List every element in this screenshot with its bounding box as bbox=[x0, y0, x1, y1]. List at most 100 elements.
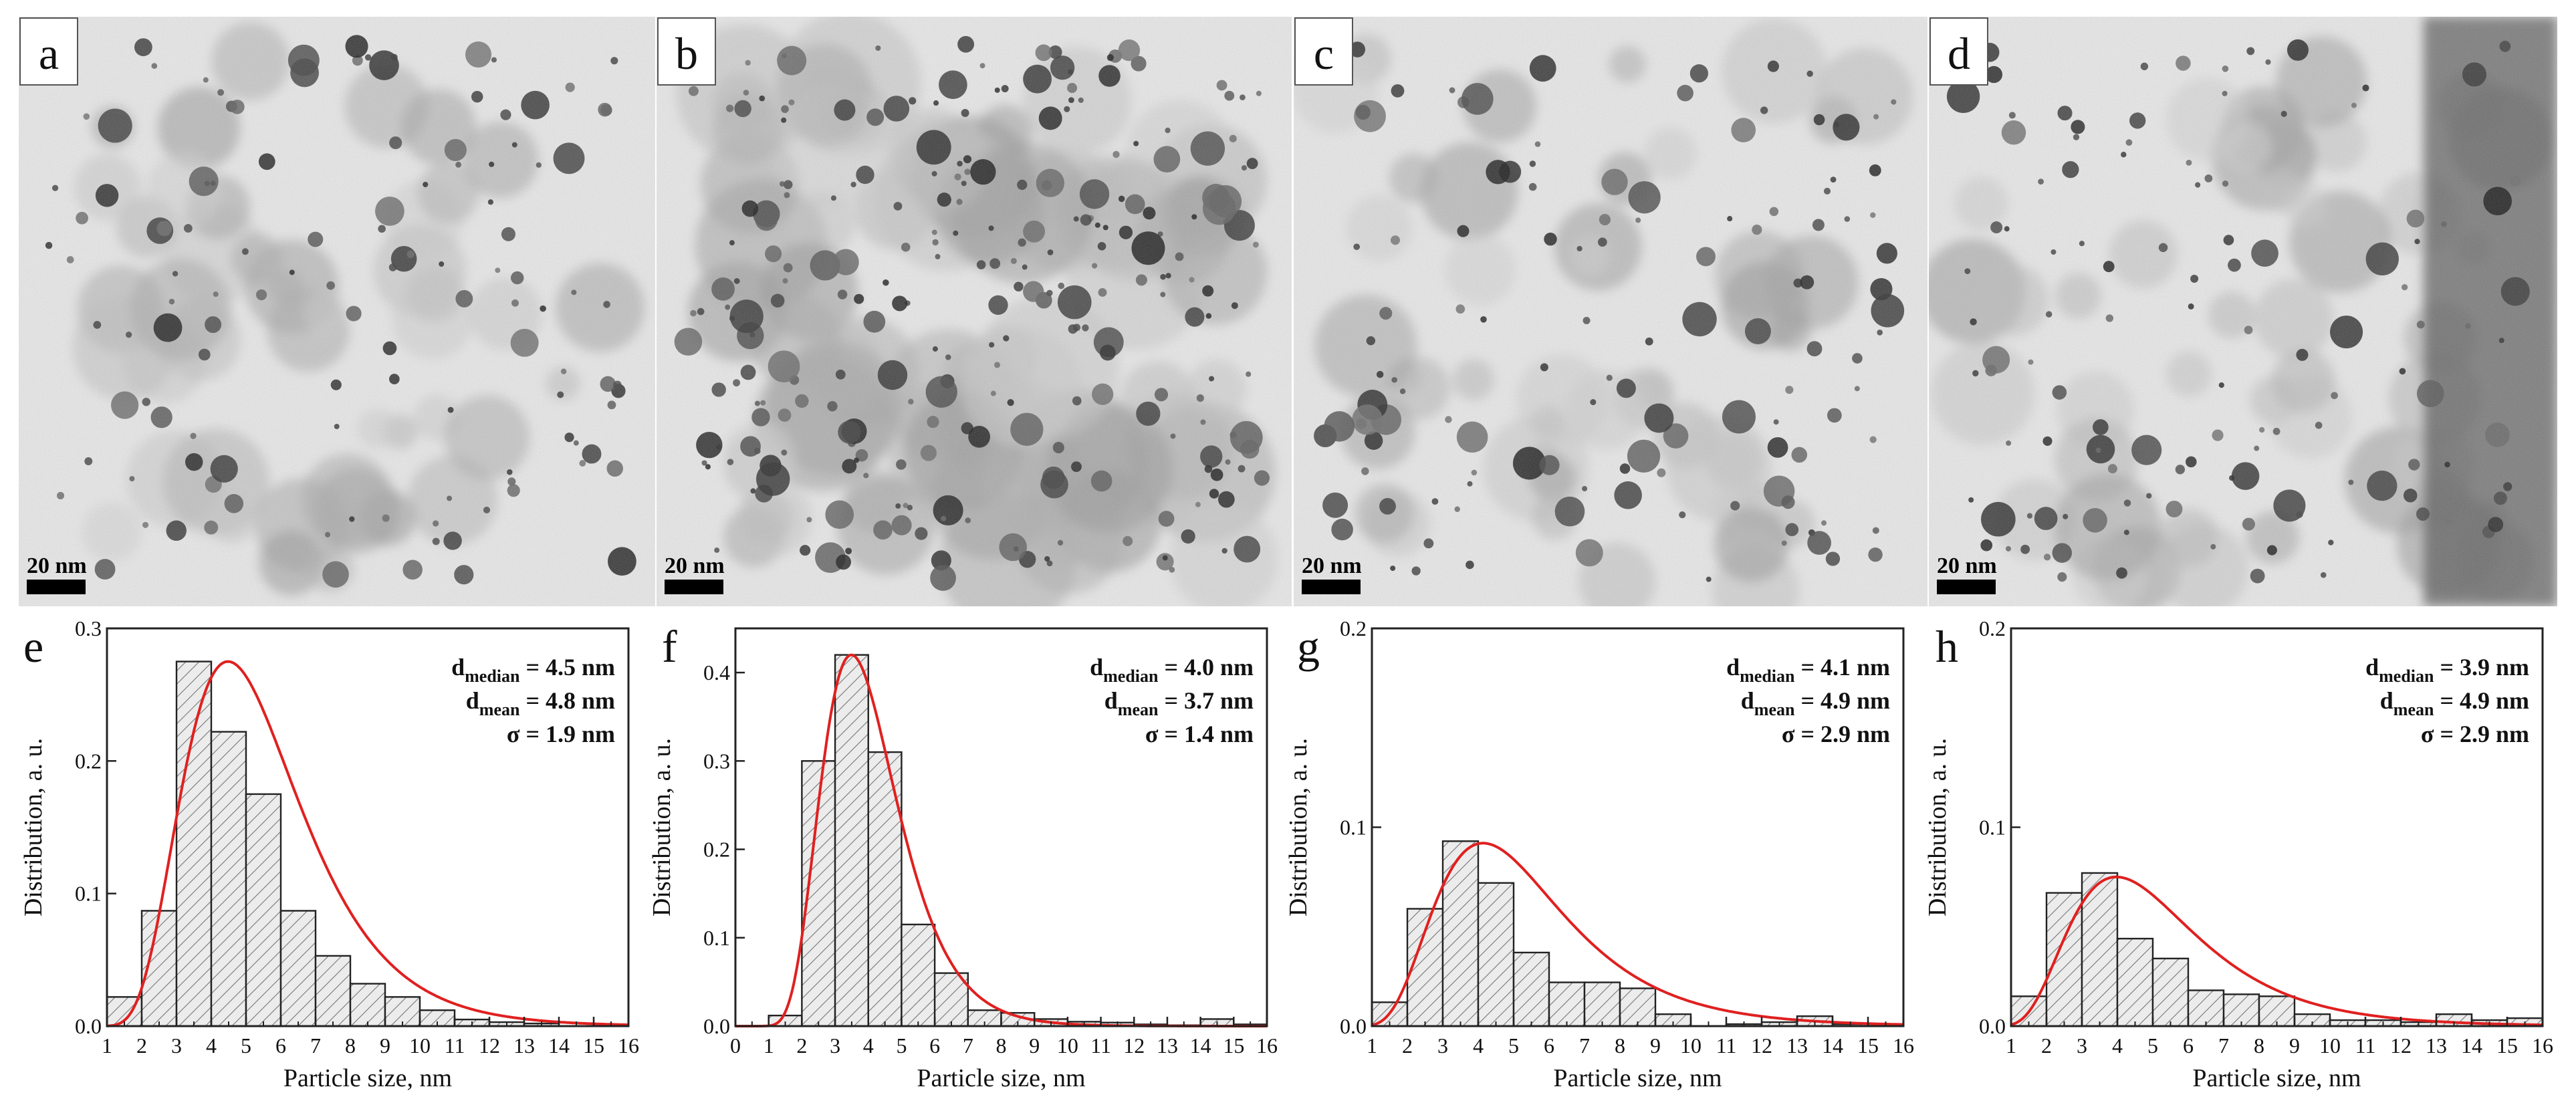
y-tick-label: 0.2 bbox=[75, 749, 102, 773]
histogram-bar bbox=[175, 660, 213, 1027]
x-tick-label: 3 bbox=[171, 1033, 182, 1058]
panel-label-d: d bbox=[1929, 17, 1988, 86]
x-tick-label: 12 bbox=[1751, 1033, 1772, 1058]
x-axis-title: Particle size, nm bbox=[1553, 1064, 1722, 1092]
scale-bar: 20 nm bbox=[665, 554, 725, 594]
histogram-bar bbox=[1548, 981, 1586, 1027]
y-axis-title: Distribution, a. u. bbox=[1923, 738, 1952, 916]
panel-label-g: g bbox=[1297, 621, 1320, 672]
x-tick-label: 8 bbox=[1615, 1033, 1625, 1058]
stat-annotation: dmedian = 3.9 nm bbox=[2365, 654, 2529, 686]
x-tick-label: 15 bbox=[1857, 1033, 1879, 1058]
x-tick-label: 12 bbox=[479, 1033, 500, 1058]
panel-label-a: a bbox=[19, 17, 78, 86]
histogram-bar bbox=[1619, 987, 1657, 1027]
tem-panel-a: a 20 nm bbox=[19, 17, 655, 606]
x-tick-label: 11 bbox=[1716, 1033, 1737, 1058]
x-tick-label: 6 bbox=[2183, 1033, 2194, 1058]
histogram-row: e1 2 3 4 5 6 7 8 9 10 11 12 13 14 15 160.00.10.20.3Part… bbox=[19, 616, 2553, 1092]
histogram-bar bbox=[2222, 993, 2260, 1027]
stat-annotation: σ = 2.9 nm bbox=[1782, 721, 1890, 747]
x-tick-label: 16 bbox=[2532, 1033, 2553, 1058]
x-tick-label: 14 bbox=[2461, 1033, 2482, 1058]
x-tick-label: 14 bbox=[548, 1033, 570, 1058]
x-tick-label: 11 bbox=[445, 1033, 465, 1058]
y-tick-label: 0.1 bbox=[703, 926, 730, 950]
x-tick-label: 13 bbox=[513, 1033, 535, 1058]
x-tick-label: 6 bbox=[929, 1033, 940, 1058]
stat-annotation: dmean = 4.9 nm bbox=[2380, 687, 2529, 719]
x-tick-label: 2 bbox=[1402, 1033, 1413, 1058]
histogram-bar bbox=[2116, 937, 2154, 1027]
histogram-e: e1 2 3 4 5 6 7 8 9 10 11 12 13 14 15 160.00.10.20.3Part… bbox=[19, 616, 639, 1092]
histogram-g: g1 2 3 4 5 6 7 8 9 10 11 12 13 14 15 160.00.10.2Particl… bbox=[1284, 616, 1914, 1092]
y-tick-label: 0.2 bbox=[1340, 616, 1367, 640]
x-tick-label: 11 bbox=[1090, 1033, 1111, 1058]
x-tick-label: 9 bbox=[1029, 1033, 1040, 1058]
histogram-bar bbox=[1512, 951, 1550, 1027]
x-axis: 1 2 3 4 5 6 7 8 9 10 11 12 13 14 15 16 bbox=[1367, 1017, 1914, 1058]
x-axis: 0 1 2 3 4 5 6 7 8 9 10 11 12 13 14 15 16 bbox=[730, 1017, 1278, 1058]
x-tick-label: 16 bbox=[618, 1033, 639, 1058]
x-tick-label: 10 bbox=[1057, 1033, 1078, 1058]
x-tick-label: 3 bbox=[1437, 1033, 1448, 1058]
svg-text:a: a bbox=[39, 28, 59, 79]
x-tick-label: 3 bbox=[830, 1033, 840, 1058]
x-tick-label: 5 bbox=[1508, 1033, 1519, 1058]
svg-text:20 nm: 20 nm bbox=[1302, 554, 1362, 578]
x-tick-label: 11 bbox=[2355, 1033, 2376, 1058]
x-tick-label: 16 bbox=[1256, 1033, 1278, 1058]
x-tick-label: 14 bbox=[1190, 1033, 1211, 1058]
histogram-h: h1 2 3 4 5 6 7 8 9 10 11 12 13 14 15 160.00.10.2Particl… bbox=[1923, 616, 2553, 1092]
tem-noise bbox=[1929, 17, 2557, 606]
x-tick-label: 8 bbox=[996, 1033, 1007, 1058]
x-tick-label: 10 bbox=[2319, 1033, 2341, 1058]
x-tick-label: 1 bbox=[1367, 1033, 1377, 1058]
tem-image-row: a 20 nm b 20 nm c 20 nm d 20 nm bbox=[19, 17, 2557, 606]
svg-text:d: d bbox=[1948, 28, 1970, 79]
histogram-bar bbox=[2081, 872, 2119, 1027]
x-tick-label: 12 bbox=[1123, 1033, 1145, 1058]
tem-noise bbox=[657, 17, 1292, 606]
scale-bar: 20 nm bbox=[1937, 554, 1997, 594]
y-axis-title: Distribution, a. u. bbox=[648, 738, 676, 916]
x-tick-label: 3 bbox=[2077, 1033, 2087, 1058]
y-tick-label: 0.2 bbox=[1979, 616, 2006, 640]
y-tick-label: 0.2 bbox=[703, 838, 730, 862]
y-tick-label: 0.0 bbox=[1340, 1014, 1367, 1038]
x-tick-label: 10 bbox=[409, 1033, 431, 1058]
panel-label-f: f bbox=[662, 621, 677, 672]
fit-curve bbox=[1371, 842, 1904, 1027]
y-axis-title: Distribution, a. u. bbox=[19, 738, 47, 916]
svg-text:20 nm: 20 nm bbox=[27, 554, 87, 578]
histogram-f: f0 1 2 3 4 5 6 7 8 9 10 11 12 13 14 15 160.00.10.20.30.4… bbox=[648, 621, 1278, 1092]
histogram-bar bbox=[279, 910, 317, 1027]
x-tick-label: 7 bbox=[310, 1033, 321, 1058]
x-tick-label: 9 bbox=[2289, 1033, 2300, 1058]
x-tick-label: 16 bbox=[1893, 1033, 1914, 1058]
y-tick-label: 0.3 bbox=[703, 749, 730, 773]
y-axis: 0.0 0.1 0.2 bbox=[1340, 616, 1381, 1038]
y-tick-label: 0.1 bbox=[1979, 816, 2006, 840]
x-tick-label: 15 bbox=[1223, 1033, 1244, 1058]
stat-annotation: dmean = 3.7 nm bbox=[1104, 687, 1254, 719]
histogram-bar bbox=[349, 983, 386, 1027]
histogram-bar bbox=[1477, 882, 1515, 1027]
histogram-bar bbox=[933, 972, 969, 1027]
histogram-bar bbox=[1583, 981, 1621, 1027]
x-tick-label: 5 bbox=[2147, 1033, 2158, 1058]
tem-panel-b: b 20 nm bbox=[657, 17, 1292, 606]
x-tick-label: 0 bbox=[730, 1033, 741, 1058]
y-tick-label: 0.4 bbox=[703, 660, 730, 685]
x-axis: 1 2 3 4 5 6 7 8 9 10 11 12 13 14 15 16 bbox=[2006, 1017, 2553, 1058]
histogram-bar bbox=[2187, 989, 2225, 1027]
x-axis-title: Particle size, nm bbox=[917, 1064, 1085, 1092]
panel-label-c: c bbox=[1294, 17, 1353, 86]
x-tick-label: 7 bbox=[963, 1033, 973, 1058]
y-tick-label: 0.0 bbox=[75, 1014, 102, 1038]
histogram-bar bbox=[245, 793, 282, 1027]
histogram-bar bbox=[834, 654, 869, 1027]
y-axis: 0.0 0.1 0.2 0.3 0.4 bbox=[703, 660, 745, 1038]
tem-panel-c: c 20 nm bbox=[1294, 17, 1927, 606]
stat-annotation: dmedian = 4.1 nm bbox=[1726, 654, 1890, 686]
